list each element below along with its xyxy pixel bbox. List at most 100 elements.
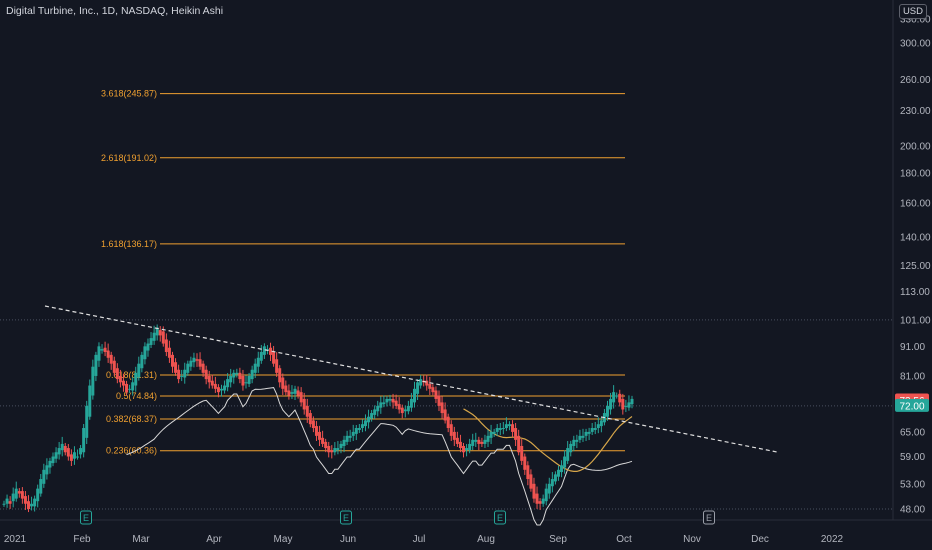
candle-body [455,437,459,444]
candle-body [152,332,156,341]
currency-button[interactable]: USD [898,4,927,19]
candle-body [17,491,21,494]
price-tick-label: 260.00 [900,75,931,86]
trendline [44,305,778,453]
time-tick-label: Jul [413,534,426,545]
candle-body [477,439,481,444]
candle-body [302,398,306,410]
candle-body [241,375,245,386]
candle-body [223,385,227,391]
candle-body [250,369,254,380]
candle-body [465,448,469,451]
candle-body [627,402,631,408]
candle-body [33,498,37,507]
candle-body [115,368,119,380]
candle-body [354,428,358,434]
candle-body [345,435,349,442]
candle-body [541,498,545,504]
candle-body [204,369,208,380]
earnings-marker-box [494,510,506,525]
time-tick-label: 2021 [4,534,27,545]
candle-body [630,398,634,405]
candle-body [262,346,266,355]
fib-level-label: 0.382(68.37) [106,414,157,424]
candle-body [149,338,153,345]
candle-body [213,383,217,389]
time-tick-label: Jun [340,534,356,545]
candle-body [471,439,475,446]
price-tick-label: 53.00 [900,479,925,490]
candle-body [296,390,300,396]
candle-body [486,435,490,442]
price-tick-label: 160.00 [900,198,931,209]
candle-body [265,349,269,351]
time-tick-label: Dec [751,534,769,545]
candle-body [514,428,518,440]
candle-body [376,405,380,412]
candle-body [45,465,49,475]
candle-body [174,362,178,373]
candle-body [91,366,95,396]
candle-body [170,354,174,367]
candle-body [256,357,260,367]
fib-level-label: 3.618(245.87) [101,89,157,99]
candle-body [137,363,141,378]
candle-body [210,380,214,386]
moving-average-line [126,387,633,526]
candle-body [140,354,144,369]
candle-body [131,382,135,391]
candle-body [523,456,527,470]
candle-body [615,395,619,397]
candle-body [314,426,318,436]
candle-body [621,398,625,410]
candle-body [278,368,282,383]
time-tick-label: 2022 [821,534,844,545]
candle-body [85,405,89,438]
candle-body [57,448,61,455]
candle-body [311,420,315,429]
candle-body [412,388,416,403]
candle-body [553,474,557,482]
candle-body [216,387,220,393]
candle-body [259,351,263,361]
candle-body [563,456,567,468]
candles [2,324,634,513]
candle-body [106,350,110,358]
candle-body [569,443,573,453]
candle-body [290,392,294,394]
candle-body [452,431,456,440]
fib-level-label: 2.618(191.02) [101,153,157,163]
descending-trendline [44,305,778,453]
earnings-marker-label: E [83,513,89,523]
candle-body [321,437,325,444]
candle-body [498,428,502,430]
earnings-marker-box [340,510,352,525]
candle-body [394,400,398,406]
price-label-bg [895,398,929,412]
candle-body [360,424,364,429]
candle-body [60,443,64,451]
price-tick-label: 81.00 [900,371,925,382]
candle-body [66,448,70,457]
candle-body [504,424,508,429]
price-tick-label: 125.00 [900,261,931,272]
candle-body [54,452,58,459]
candle-body [578,435,582,440]
candle-body [88,385,92,417]
time-tick-label: Oct [616,534,632,545]
candle-body [327,445,331,453]
candle-body [112,360,116,373]
price-tick-label: 91.00 [900,342,925,353]
candle-body [599,420,603,427]
candle-body [207,375,211,383]
candle-body [23,496,27,504]
candle-body [342,439,346,446]
candle-body [618,393,622,403]
price-axis: 48.00 53.00 59.00 65.00 72.00 81.00 91.00 101.0… [895,14,931,516]
candle-body [480,441,484,444]
candle-body [125,383,129,393]
candle-body [581,435,585,438]
candle-body [336,448,340,451]
candle-body [232,372,236,378]
